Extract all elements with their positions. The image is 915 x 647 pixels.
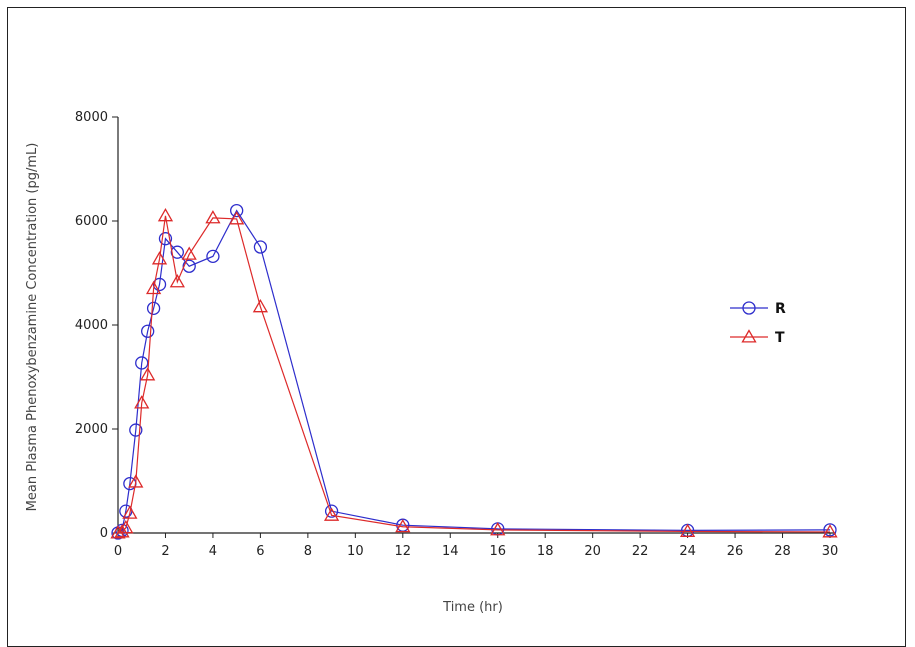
chart-frame	[7, 7, 906, 647]
data-point-t	[151, 251, 168, 265]
data-point-t	[181, 246, 197, 260]
data-point-r	[206, 249, 220, 264]
legend-marker-circle	[742, 301, 756, 315]
x-tick-label: 24	[679, 544, 696, 559]
series-t	[110, 207, 838, 539]
line-chart: 0 2 4 6 8 10 12 14 16 18 20 22 24 26 28 30 020004000600…	[25, 110, 838, 615]
data-point-r	[129, 423, 143, 437]
x-tick-label: 6	[256, 544, 264, 559]
data-point-t	[252, 298, 269, 313]
x-tick-label: 20	[584, 544, 601, 559]
x-tick-label: 12	[395, 544, 412, 559]
x-tick-label: 14	[442, 544, 459, 559]
data-point-t	[229, 211, 245, 225]
x-tick-label: 8	[304, 544, 312, 559]
legend-label: T	[775, 330, 785, 346]
data-point-t	[128, 474, 144, 488]
y-ticks: 0 2000 4000 6000 8000	[75, 110, 118, 541]
data-point-r	[182, 259, 196, 273]
data-point-t	[118, 519, 134, 534]
y-tick-label: 2000	[75, 422, 108, 437]
legend: RT	[730, 301, 786, 346]
data-point-r	[253, 240, 268, 254]
data-point-t	[323, 507, 340, 521]
y-tick-label: 0	[100, 526, 108, 541]
data-point-t	[145, 280, 162, 295]
data-point-r	[170, 245, 184, 259]
data-point-t	[140, 367, 156, 381]
data-point-t	[134, 395, 150, 409]
x-tick-label: 10	[347, 544, 364, 559]
x-tick-label: 0	[114, 544, 122, 559]
legend-label: R	[775, 301, 786, 317]
data-point-t	[679, 523, 696, 537]
data-point-t	[122, 505, 138, 519]
series-line-t	[117, 215, 831, 534]
data-point-t	[157, 207, 174, 222]
x-tick-label: 30	[822, 544, 839, 559]
data-point-t	[822, 524, 838, 538]
series-r	[111, 203, 837, 540]
axes	[117, 117, 836, 534]
x-tick-label: 18	[537, 544, 554, 559]
y-tick-label: 6000	[75, 214, 108, 229]
data-point-t	[490, 522, 506, 536]
x-axis-title: Time (hr)	[442, 600, 503, 615]
data-point-r	[324, 504, 339, 518]
data-point-r	[146, 301, 161, 316]
y-tick-label: 4000	[75, 318, 108, 333]
x-tick-label: 2	[161, 544, 169, 559]
data-point-t	[114, 524, 130, 538]
x-ticks: 0 2 4 6 8 10 12 14 16 18 20 22 24 26 28 30	[114, 533, 838, 559]
legend-item-r: R	[730, 301, 786, 317]
legend-item-t: T	[730, 329, 785, 346]
y-axis-title: Mean Plasma Phenoxybenzamine Concentrati…	[25, 143, 40, 512]
x-tick-label: 4	[209, 544, 217, 559]
data-point-r	[135, 356, 149, 370]
data-point-r	[230, 203, 244, 218]
x-tick-label: 16	[489, 544, 506, 559]
data-point-r	[158, 232, 173, 246]
legend-marker-triangle	[741, 329, 757, 343]
data-point-r	[141, 324, 155, 338]
data-point-r	[152, 277, 167, 292]
series-layer	[110, 203, 838, 540]
data-point-t	[395, 518, 411, 533]
x-tick-label: 28	[774, 544, 791, 559]
data-point-r	[823, 523, 837, 537]
x-tick-label: 26	[727, 544, 744, 559]
y-tick-label: 8000	[75, 110, 108, 125]
data-point-t	[169, 274, 185, 288]
series-line-r	[117, 209, 831, 534]
x-tick-label: 22	[632, 544, 649, 559]
data-point-t	[205, 210, 221, 224]
